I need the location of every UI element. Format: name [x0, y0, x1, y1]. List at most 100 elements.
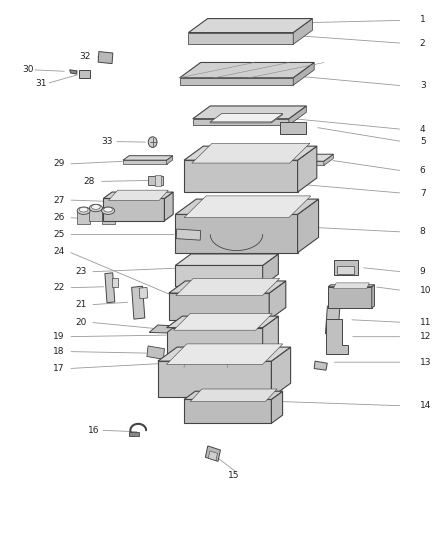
Polygon shape: [180, 78, 293, 85]
Text: 29: 29: [53, 159, 64, 168]
Polygon shape: [263, 316, 279, 356]
Polygon shape: [293, 62, 314, 85]
Text: 21: 21: [75, 300, 86, 309]
Polygon shape: [77, 211, 90, 224]
Polygon shape: [139, 287, 148, 299]
Polygon shape: [272, 114, 283, 123]
Polygon shape: [297, 146, 317, 192]
Text: 32: 32: [79, 52, 91, 61]
Polygon shape: [372, 285, 374, 308]
Polygon shape: [166, 344, 283, 365]
Polygon shape: [166, 316, 279, 328]
Text: 27: 27: [53, 196, 64, 205]
Text: 25: 25: [53, 230, 64, 239]
Text: 5: 5: [420, 137, 426, 146]
Polygon shape: [280, 123, 306, 134]
Circle shape: [148, 137, 157, 148]
Polygon shape: [109, 190, 168, 200]
Polygon shape: [334, 260, 357, 275]
Polygon shape: [169, 293, 269, 320]
Polygon shape: [328, 285, 374, 287]
Text: 9: 9: [420, 268, 426, 276]
Text: 12: 12: [420, 332, 431, 341]
Polygon shape: [272, 161, 324, 165]
Polygon shape: [173, 313, 272, 330]
Text: 28: 28: [84, 177, 95, 186]
Polygon shape: [293, 19, 312, 44]
Polygon shape: [328, 287, 372, 308]
Polygon shape: [79, 70, 90, 78]
Polygon shape: [169, 281, 286, 293]
Text: 24: 24: [53, 247, 64, 256]
Polygon shape: [70, 70, 77, 74]
Polygon shape: [175, 254, 279, 265]
Text: 26: 26: [53, 213, 64, 222]
Text: 4: 4: [420, 125, 425, 134]
Ellipse shape: [89, 204, 102, 212]
Polygon shape: [314, 361, 327, 370]
Polygon shape: [123, 160, 166, 165]
Text: 8: 8: [420, 228, 426, 237]
Text: 11: 11: [420, 318, 431, 327]
Polygon shape: [263, 254, 279, 286]
Text: 3: 3: [420, 81, 426, 90]
Polygon shape: [166, 328, 263, 356]
Polygon shape: [193, 106, 306, 119]
Polygon shape: [180, 62, 314, 78]
Polygon shape: [98, 52, 113, 63]
Polygon shape: [297, 199, 318, 253]
Text: 13: 13: [420, 358, 431, 367]
Polygon shape: [269, 281, 286, 320]
Polygon shape: [175, 199, 318, 214]
Polygon shape: [89, 208, 102, 221]
Ellipse shape: [104, 207, 113, 212]
Polygon shape: [103, 198, 164, 221]
Polygon shape: [123, 156, 173, 160]
Polygon shape: [149, 325, 175, 333]
Polygon shape: [272, 154, 333, 161]
Polygon shape: [210, 122, 272, 123]
Text: 14: 14: [420, 401, 431, 410]
Text: 19: 19: [53, 332, 64, 341]
Polygon shape: [176, 278, 279, 296]
Polygon shape: [132, 286, 145, 319]
Text: 33: 33: [101, 137, 113, 146]
Polygon shape: [337, 266, 354, 274]
Polygon shape: [272, 391, 283, 423]
Polygon shape: [205, 446, 220, 462]
Polygon shape: [188, 19, 312, 33]
Polygon shape: [148, 176, 163, 184]
Polygon shape: [272, 347, 290, 397]
Polygon shape: [184, 399, 272, 423]
Text: 15: 15: [228, 471, 239, 480]
Polygon shape: [324, 154, 333, 165]
Polygon shape: [130, 432, 139, 435]
Text: 30: 30: [22, 66, 34, 74]
Text: 16: 16: [88, 426, 99, 435]
Polygon shape: [193, 119, 289, 125]
Text: 1: 1: [420, 15, 426, 24]
Polygon shape: [105, 273, 115, 303]
Text: 18: 18: [53, 347, 64, 356]
Ellipse shape: [79, 207, 88, 212]
Polygon shape: [184, 146, 317, 160]
Polygon shape: [166, 156, 173, 165]
Polygon shape: [188, 33, 293, 44]
Polygon shape: [289, 106, 306, 125]
Polygon shape: [103, 192, 173, 198]
Polygon shape: [155, 175, 161, 185]
Text: 22: 22: [53, 283, 64, 292]
Polygon shape: [184, 391, 283, 399]
Polygon shape: [325, 306, 343, 335]
Text: 31: 31: [35, 79, 47, 88]
Polygon shape: [147, 346, 165, 359]
Text: 7: 7: [420, 189, 426, 198]
Text: 20: 20: [75, 318, 86, 327]
Ellipse shape: [92, 205, 100, 209]
Polygon shape: [175, 214, 297, 253]
Text: 17: 17: [53, 364, 64, 373]
Ellipse shape: [102, 207, 115, 214]
Polygon shape: [210, 114, 283, 122]
Polygon shape: [190, 389, 277, 402]
Polygon shape: [176, 229, 201, 240]
